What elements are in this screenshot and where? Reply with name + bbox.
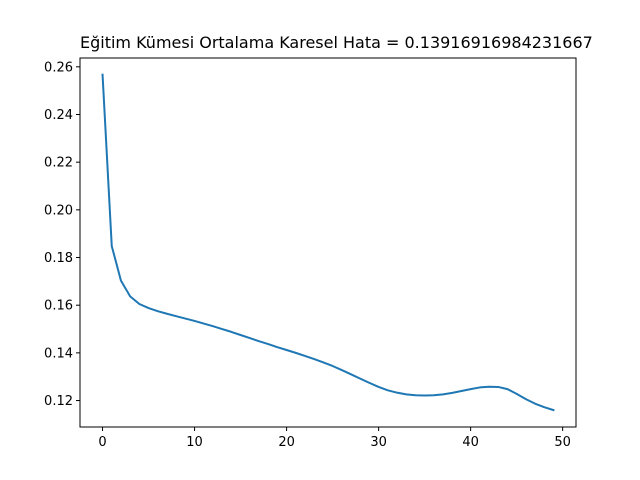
y-axis-ticks: 0.12 0.14 0.16 0.18 0.20 0.22 0.24 0.26 bbox=[44, 60, 80, 409]
x-tick-label: 30 bbox=[370, 435, 387, 450]
x-tick-label: 40 bbox=[462, 435, 479, 450]
y-tick-label: 0.24 bbox=[44, 108, 73, 123]
series-layer bbox=[101, 73, 555, 412]
x-tick-label: 10 bbox=[186, 435, 203, 450]
x-axis-ticks: 0 10 20 30 40 50 bbox=[98, 427, 571, 450]
plot-frame bbox=[79, 57, 577, 428]
y-tick-label: 0.18 bbox=[44, 251, 73, 266]
y-tick-label: 0.12 bbox=[44, 394, 73, 409]
y-tick-label: 0.20 bbox=[44, 203, 73, 218]
y-tick-label: 0.14 bbox=[44, 346, 73, 361]
plot-area bbox=[80, 58, 576, 427]
y-tick-label: 0.26 bbox=[44, 60, 73, 75]
x-tick-label: 50 bbox=[554, 435, 571, 450]
y-tick-label: 0.16 bbox=[44, 299, 73, 314]
y-tick-label: 0.22 bbox=[44, 156, 73, 171]
x-tick-label: 0 bbox=[98, 435, 106, 450]
x-tick-label: 20 bbox=[278, 435, 295, 450]
chart-title: Eğitim Kümesi Ortalama Karesel Hata = 0.… bbox=[80, 33, 593, 52]
series-line bbox=[101, 73, 555, 412]
